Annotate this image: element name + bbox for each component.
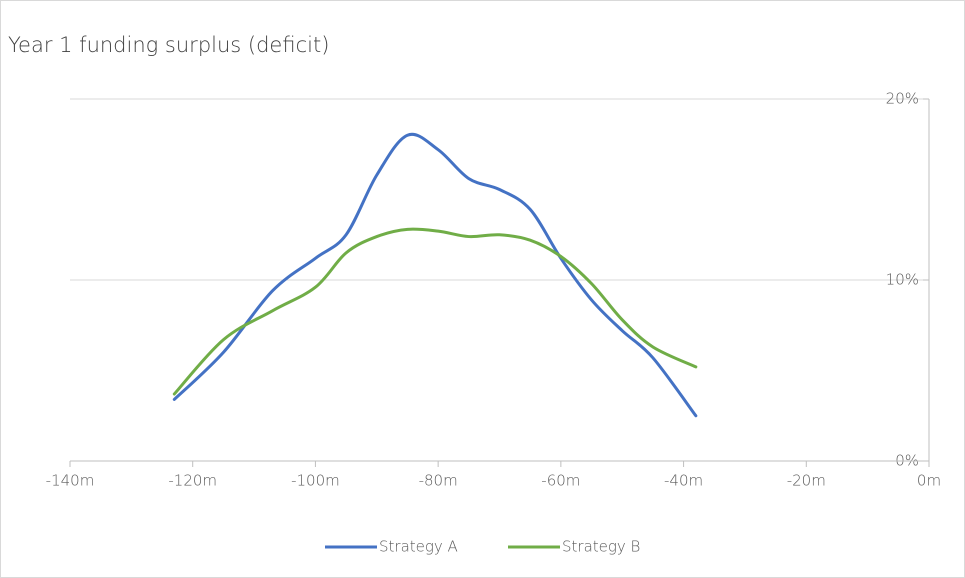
series-line [172, 132, 698, 418]
x-tick-label: -20m [787, 472, 826, 490]
legend-label: Strategy A [379, 538, 458, 556]
chart-title: Year 1 funding surplus (deficit) [8, 33, 329, 57]
x-tick-label: -140m [46, 472, 95, 490]
y-tick-label: 20% [886, 90, 919, 108]
series-line [172, 227, 698, 396]
x-tick-label: -80m [419, 472, 458, 490]
x-tick-label: -40m [664, 472, 703, 490]
x-tick-label: -120m [168, 472, 217, 490]
x-tick-label: -60m [541, 472, 580, 490]
x-tick-label: -100m [291, 472, 340, 490]
x-tick-label: 0m [917, 472, 941, 490]
y-tick-label: 10% [886, 271, 919, 289]
legend-label: Strategy B [562, 538, 640, 556]
